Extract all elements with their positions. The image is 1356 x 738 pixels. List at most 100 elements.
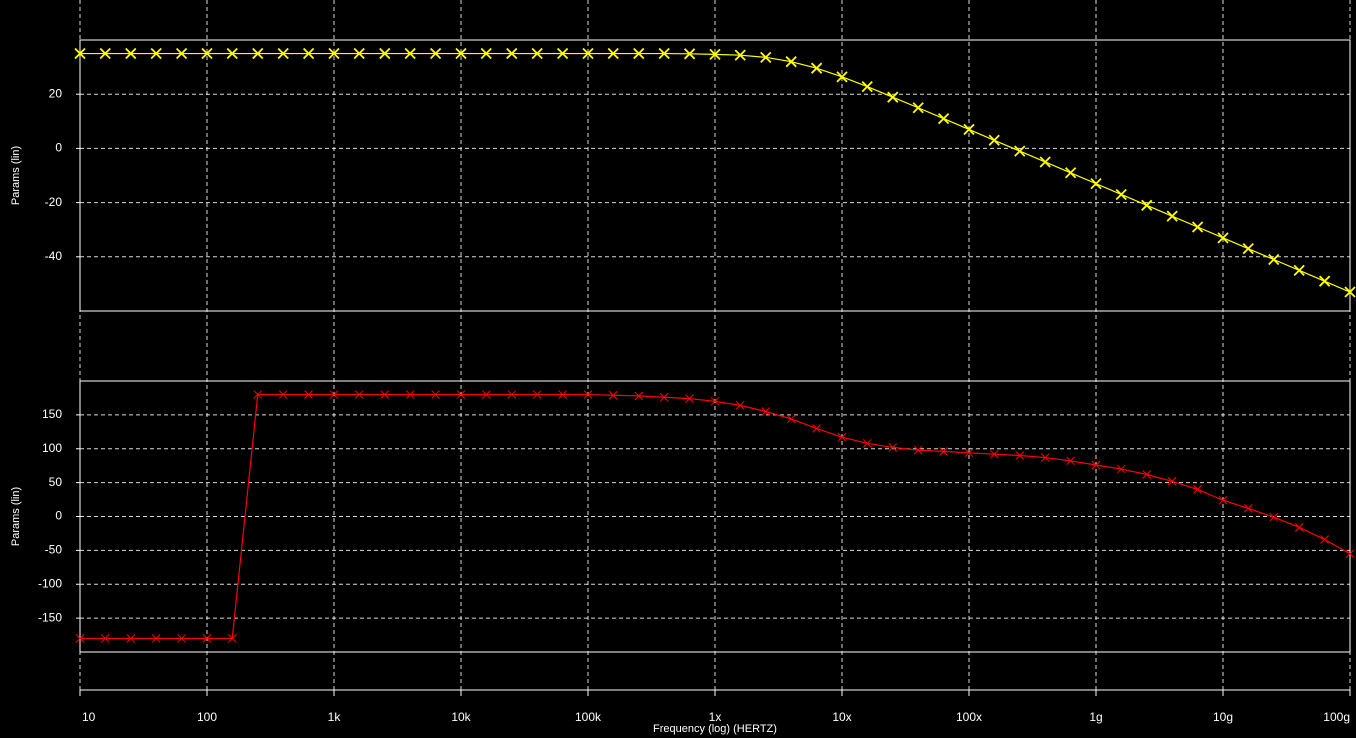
data-marker xyxy=(151,634,161,643)
y-tick-label: -100 xyxy=(38,576,62,590)
x-axis-label: Frequency (log) (HERTZ) xyxy=(653,723,777,735)
data-marker xyxy=(532,390,542,399)
data-marker xyxy=(659,392,669,402)
data-marker xyxy=(1344,286,1356,298)
data-marker xyxy=(912,102,924,114)
data-marker xyxy=(405,390,415,399)
data-marker xyxy=(633,47,645,60)
x-tick-label: 10x xyxy=(832,710,851,724)
y-tick-label: 100 xyxy=(42,441,62,455)
data-marker xyxy=(760,51,772,63)
y-tick-label: -150 xyxy=(38,610,62,624)
data-marker xyxy=(1318,275,1331,287)
data-marker xyxy=(1217,232,1229,244)
data-marker xyxy=(175,47,188,60)
data-marker xyxy=(404,47,416,60)
x-tick-label: 100 xyxy=(197,710,217,724)
y-tick-label: 0 xyxy=(55,509,62,523)
data-marker xyxy=(277,47,289,60)
data-marker xyxy=(1320,535,1329,544)
data-marker xyxy=(125,47,137,60)
data-marker xyxy=(506,47,518,60)
x-tick-label: 10k xyxy=(451,710,471,724)
data-marker xyxy=(74,47,86,60)
data-marker xyxy=(302,47,315,60)
x-tick-label: 10g xyxy=(1213,710,1233,724)
data-marker xyxy=(634,391,644,401)
data-marker xyxy=(480,47,492,60)
data-marker xyxy=(202,634,212,643)
data-marker xyxy=(304,390,313,399)
y-tick-label: -20 xyxy=(45,195,63,209)
data-marker xyxy=(683,48,696,60)
data-marker xyxy=(1268,253,1280,266)
data-marker xyxy=(99,47,111,60)
data-marker xyxy=(1294,522,1304,532)
data-marker xyxy=(812,424,821,433)
data-marker xyxy=(735,401,745,410)
data-marker xyxy=(328,47,340,60)
y-axis-label: Params (lin) xyxy=(10,487,22,546)
data-marker xyxy=(1193,485,1202,494)
data-marker xyxy=(75,634,85,643)
plot-frame xyxy=(79,380,1351,653)
data-marker xyxy=(455,47,467,60)
data-marker xyxy=(607,47,619,60)
data-marker xyxy=(431,390,440,399)
data-marker xyxy=(582,47,594,60)
data-marker xyxy=(1039,156,1051,168)
y-axis-label: Params (lin) xyxy=(10,146,22,205)
data-marker xyxy=(1166,210,1178,222)
data-marker xyxy=(1243,504,1253,513)
data-marker xyxy=(353,47,365,60)
x-tick-label: 10 xyxy=(82,710,96,724)
data-marker xyxy=(836,71,848,83)
data-marker xyxy=(278,390,288,399)
x-tick-label: 100g xyxy=(1323,710,1350,724)
data-marker xyxy=(888,443,898,452)
data-marker xyxy=(226,47,238,60)
x-tick-label: 1k xyxy=(328,710,342,724)
data-marker xyxy=(1345,549,1355,559)
y-tick-label: 0 xyxy=(55,141,62,155)
data-marker xyxy=(939,447,948,456)
data-marker xyxy=(608,390,618,400)
x-tick-label: 100x xyxy=(956,710,982,724)
data-marker xyxy=(531,47,543,60)
data-marker xyxy=(1066,456,1075,466)
data-marker xyxy=(1040,453,1050,462)
data-marker xyxy=(1167,476,1177,486)
data-marker xyxy=(837,432,847,442)
data-marker xyxy=(456,390,466,399)
data-marker xyxy=(988,134,1000,146)
data-marker xyxy=(1116,464,1126,474)
data-marker xyxy=(556,47,569,60)
data-marker xyxy=(1115,188,1127,201)
data-marker xyxy=(862,438,872,448)
data-marker xyxy=(710,396,720,406)
data-marker xyxy=(785,56,797,68)
data-marker xyxy=(709,48,721,60)
x-tick-label: 1g xyxy=(1089,710,1102,724)
data-marker xyxy=(964,448,974,458)
y-tick-label: 20 xyxy=(49,86,63,100)
data-marker xyxy=(429,47,442,60)
data-marker xyxy=(1015,451,1025,460)
y-tick-label: -40 xyxy=(45,249,63,263)
y-tick-label: 50 xyxy=(49,475,63,489)
data-marker xyxy=(201,47,213,60)
data-marker xyxy=(1014,145,1026,157)
data-marker xyxy=(1090,177,1102,190)
data-marker xyxy=(177,634,186,643)
data-marker xyxy=(1191,221,1204,233)
x-tick-label: 100k xyxy=(575,710,602,724)
data-marker xyxy=(380,390,390,399)
data-marker xyxy=(583,390,593,399)
data-marker xyxy=(937,112,950,125)
data-marker xyxy=(1218,495,1228,505)
data-marker xyxy=(887,91,899,103)
data-marker xyxy=(734,49,746,61)
data-marker xyxy=(558,390,567,399)
x-tick-label: 1x xyxy=(709,710,722,724)
